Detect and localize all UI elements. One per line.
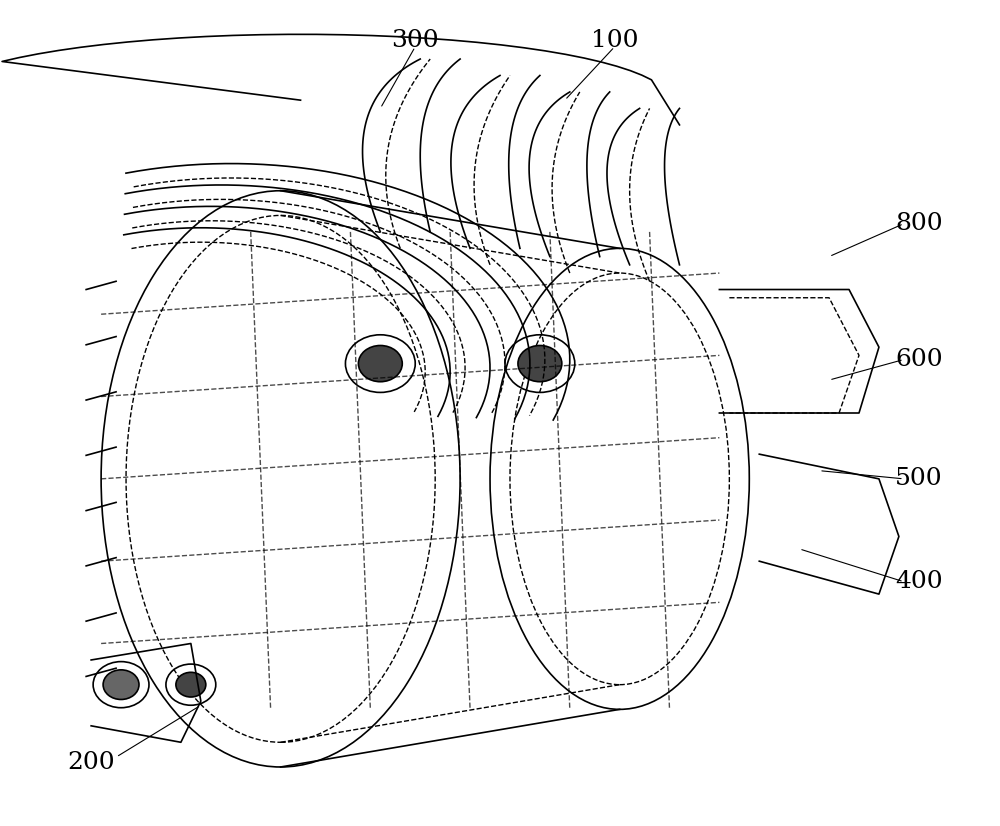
Ellipse shape [518,345,562,382]
Text: 300: 300 [391,30,439,52]
Ellipse shape [176,672,206,697]
Text: 600: 600 [895,348,943,371]
Ellipse shape [358,345,402,382]
Text: 100: 100 [591,30,638,52]
Text: 200: 200 [67,752,115,774]
Ellipse shape [103,670,139,700]
Text: 800: 800 [895,212,943,235]
Text: 500: 500 [895,468,943,491]
Text: 400: 400 [895,570,943,593]
